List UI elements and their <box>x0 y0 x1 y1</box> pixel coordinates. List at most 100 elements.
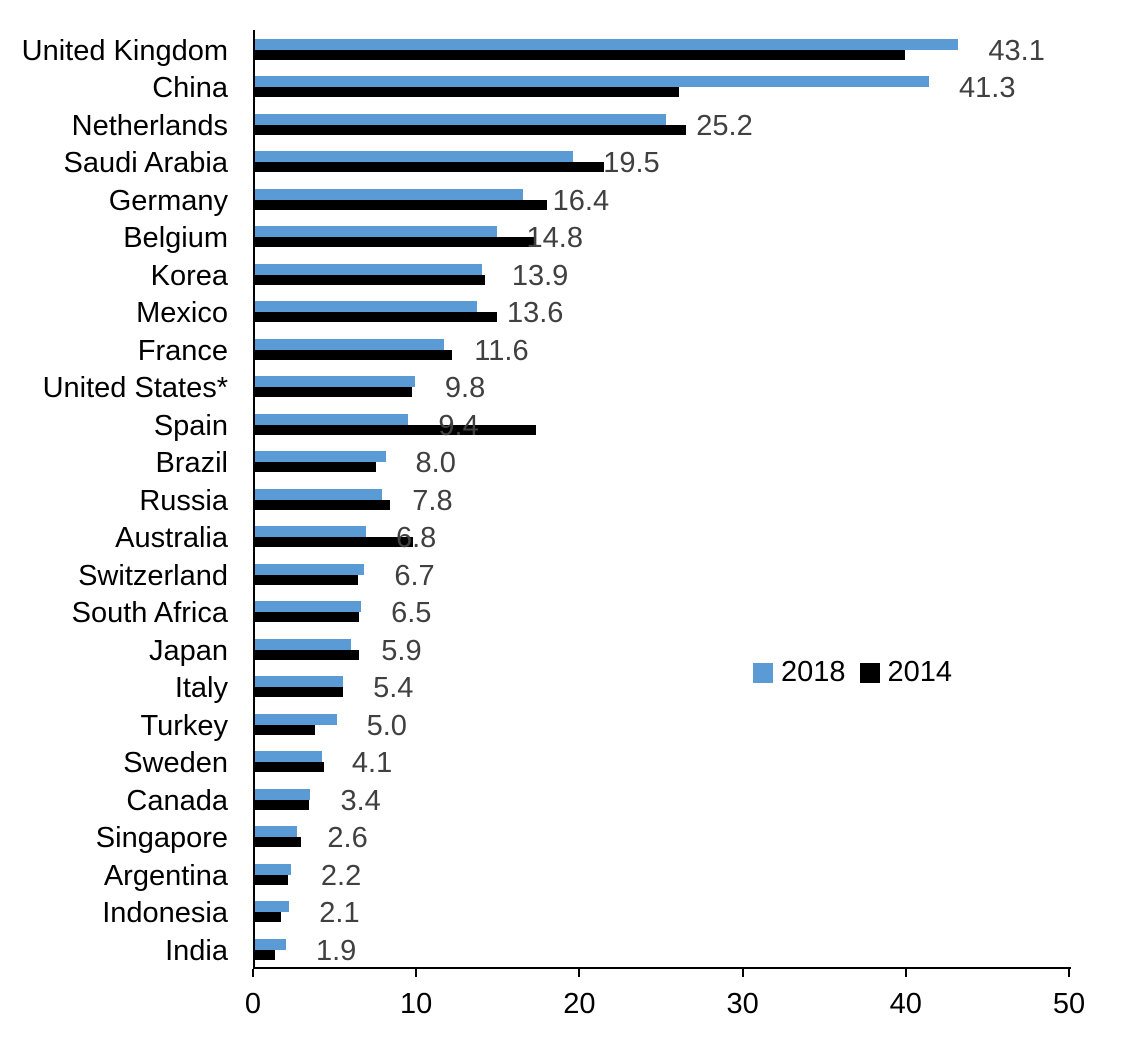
bar-2018-saudi-arabia <box>255 151 574 163</box>
bar-2014-south-africa <box>255 612 360 623</box>
legend-entry-2018: 2018 <box>753 656 846 689</box>
bar-2014-sweden <box>255 762 324 773</box>
legend-swatch-2018 <box>753 662 773 683</box>
x-tick-mark-10 <box>415 969 418 977</box>
legend-label-2014: 2014 <box>887 656 953 688</box>
value-label-germany: 16.4 <box>552 184 610 217</box>
value-label-saudi-arabia: 19.5 <box>603 147 660 180</box>
bar-2018-switzerland <box>255 563 365 575</box>
bar-2018-united-states <box>255 376 415 388</box>
value-label-switzerland: 6.7 <box>394 559 435 592</box>
value-label-mexico: 13.6 <box>506 297 564 330</box>
category-label-germany: Germany <box>108 184 228 217</box>
category-label-argentina: Argentina <box>103 859 228 892</box>
x-tick-label-0: 0 <box>244 988 262 1020</box>
bar-2014-germany <box>255 199 548 210</box>
x-tick-label-50: 50 <box>1052 988 1086 1020</box>
bar-2018-belgium <box>255 226 497 238</box>
legend-entry-2014: 2014 <box>859 656 953 689</box>
bar-2014-korea <box>255 274 486 285</box>
category-label-russia: Russia <box>139 484 228 517</box>
bar-2018-china <box>255 76 930 88</box>
category-label-belgium: Belgium <box>123 222 228 255</box>
category-label-turkey: Turkey <box>140 709 228 742</box>
category-label-brazil: Brazil <box>155 447 228 480</box>
value-label-korea: 13.9 <box>511 259 569 292</box>
category-label-indonesia: Indonesia <box>102 897 228 930</box>
bar-2014-brazil <box>255 462 376 473</box>
value-label-indonesia: 2.1 <box>319 897 360 930</box>
bar-2018-spain <box>255 413 409 425</box>
bar-2014-australia <box>255 537 414 548</box>
category-label-italy: Italy <box>174 672 228 705</box>
bar-2018-indonesia <box>255 901 290 913</box>
value-label-russia: 7.8 <box>412 484 453 517</box>
value-label-turkey: 5.0 <box>366 709 407 742</box>
category-label-korea: Korea <box>150 259 228 292</box>
value-label-netherlands: 25.2 <box>696 109 753 142</box>
value-label-canada: 3.4 <box>340 784 381 817</box>
category-label-india: India <box>165 934 228 967</box>
x-tick-label-30: 30 <box>726 988 759 1020</box>
bar-2018-india <box>255 938 286 950</box>
legend-label-2018: 2018 <box>781 656 846 688</box>
category-label-france: France <box>137 334 228 367</box>
category-label-mexico: Mexico <box>136 297 228 330</box>
category-label-japan: Japan <box>148 634 228 667</box>
value-label-united-states: 9.8 <box>444 372 486 405</box>
value-label-india: 1.9 <box>316 934 357 967</box>
x-tick-mark-20 <box>578 969 581 977</box>
bar-2018-brazil <box>255 451 386 463</box>
legend: 2018 2014 <box>753 656 952 689</box>
bar-2014-china <box>255 87 680 98</box>
bar-2018-russia <box>255 488 383 500</box>
category-label-united-kingdom: United Kingdom <box>21 35 228 67</box>
bar-2018-netherlands <box>255 113 667 125</box>
value-label-china: 41.3 <box>959 72 1016 105</box>
value-label-spain: 9.4 <box>438 409 479 442</box>
bar-2018-united-kingdom <box>255 39 959 50</box>
value-label-australia: 6.8 <box>395 522 437 555</box>
category-label-china: China <box>152 72 228 105</box>
category-label-united-states: United States* <box>42 372 228 405</box>
value-label-brazil: 8.0 <box>415 447 456 480</box>
bar-2018-sweden <box>255 751 322 763</box>
bar-2018-germany <box>255 188 523 200</box>
x-tick-mark-50 <box>1068 969 1070 977</box>
value-label-japan: 5.9 <box>381 634 422 667</box>
legend-swatch-2014 <box>859 662 880 683</box>
bar-2014-belgium <box>255 237 535 248</box>
value-label-sweden: 4.1 <box>351 747 393 780</box>
bar-2014-saudi-arabia <box>255 162 605 173</box>
category-label-canada: Canada <box>126 784 228 817</box>
x-tick-label-10: 10 <box>400 988 433 1020</box>
category-label-netherlands: Netherlands <box>71 109 228 142</box>
category-label-saudi-arabia: Saudi Arabia <box>63 147 228 180</box>
bar-2014-united-states <box>255 387 412 398</box>
bar-2014-mexico <box>255 312 497 323</box>
x-tick-label-20: 20 <box>563 988 596 1020</box>
bar-2014-netherlands <box>255 124 686 135</box>
bar-2014-italy <box>255 687 344 698</box>
bar-2014-switzerland <box>255 574 358 585</box>
bar-2014-canada <box>255 799 309 810</box>
bar-2014-spain <box>255 424 536 435</box>
bar-2018-turkey <box>255 713 337 725</box>
bar-2014-india <box>255 949 275 960</box>
bar-2018-canada <box>255 788 311 800</box>
bar-2018-korea <box>255 263 482 275</box>
x-tick-label-40: 40 <box>889 988 922 1020</box>
bar-2018-singapore <box>255 826 298 838</box>
bar-2014-united-kingdom <box>255 50 905 60</box>
bar-2018-japan <box>255 638 352 650</box>
category-label-south-africa: South Africa <box>71 597 228 630</box>
bar-2014-russia <box>255 499 391 510</box>
bar-2018-australia <box>255 526 366 538</box>
value-label-argentina: 2.2 <box>320 859 362 892</box>
bar-2018-mexico <box>255 301 477 313</box>
x-tick-mark-0 <box>252 969 254 977</box>
bar-2014-france <box>255 349 453 360</box>
bar-2018-italy <box>255 676 344 688</box>
value-label-france: 11.6 <box>474 334 529 367</box>
